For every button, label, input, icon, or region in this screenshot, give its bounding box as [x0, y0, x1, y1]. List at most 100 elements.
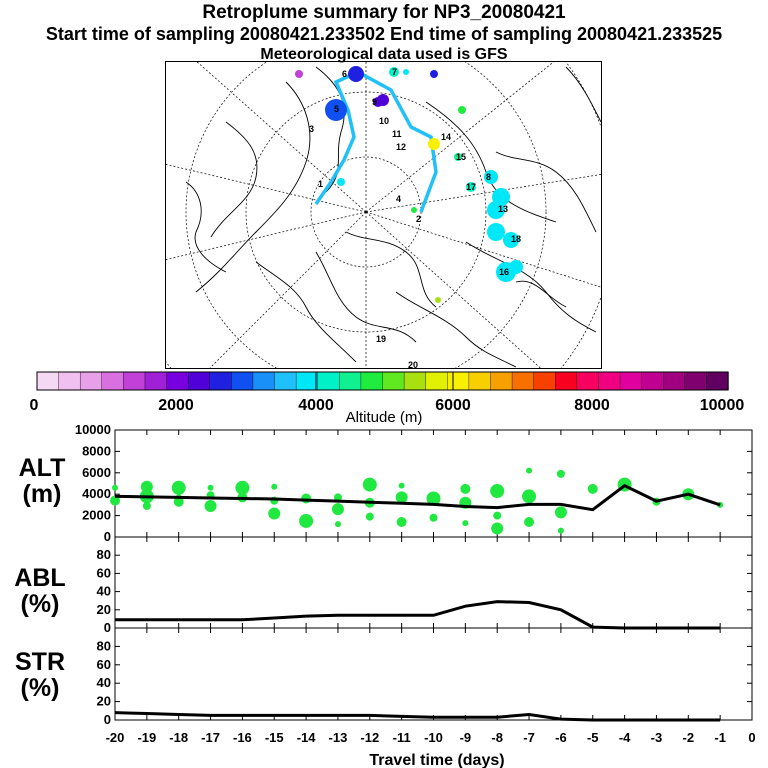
- alt-panel-title: ALT: [19, 454, 66, 482]
- y-tick-label: 0: [104, 620, 111, 635]
- alt-scatter-point: [333, 493, 342, 502]
- x-tick-label: -15: [265, 730, 284, 745]
- sampling-times: Start time of sampling 20080421.233502 E…: [45, 24, 723, 44]
- x-tick-label: -16: [233, 730, 252, 745]
- y-tick-label: 20: [97, 602, 111, 617]
- map-point: [509, 260, 523, 274]
- alt-scatter-point: [140, 480, 153, 493]
- map-point: [428, 138, 440, 150]
- alt-scatter-point: [587, 483, 598, 494]
- x-tick-label: -1: [714, 730, 726, 745]
- alt-scatter-point: [173, 496, 184, 507]
- x-tick-label: -14: [297, 730, 317, 745]
- alt-scatter-point: [426, 491, 441, 506]
- x-tick-label: -11: [393, 730, 411, 745]
- map-day-label: 12: [396, 142, 406, 152]
- x-tick-label: -6: [555, 730, 567, 745]
- alt-scatter-point: [526, 467, 533, 474]
- map-point: [487, 201, 505, 219]
- alt-scatter-point: [396, 517, 407, 528]
- colorbar-cells: [36, 371, 729, 391]
- map-day-label: 15: [456, 152, 466, 162]
- x-tick-label: -8: [491, 730, 503, 745]
- panel-frame: [114, 627, 753, 721]
- y-tick-label: 2000: [82, 508, 111, 523]
- x-tick-label: -12: [360, 730, 379, 745]
- alt-scatter-point: [110, 495, 120, 506]
- map-day-label: 14: [441, 132, 451, 142]
- alt-scatter-point: [204, 499, 217, 512]
- map-graticule: [166, 62, 601, 368]
- x-tick-label: -19: [137, 730, 156, 745]
- y-tick-label: 80: [97, 638, 111, 653]
- x-axis-title: Travel time (days): [369, 752, 504, 768]
- colorbar-tick: 10000: [700, 397, 745, 414]
- map-point: [377, 94, 389, 106]
- y-tick-label: 40: [97, 584, 111, 599]
- map-point: [466, 182, 476, 192]
- alt-scatter-point: [268, 507, 281, 520]
- colorbar-frame: [36, 371, 729, 391]
- y-tick-label: 0: [104, 712, 111, 727]
- alt-scatter-point: [490, 483, 505, 498]
- alt-scatter-point: [331, 503, 344, 516]
- map-day-label: 2: [416, 214, 421, 224]
- day-labels: 1 2 3 4 5 6 7 8 9 10 11 12 13 14 15 16 1…: [309, 67, 521, 369]
- map-day-label: 4: [396, 194, 401, 204]
- map-day-label: 20: [408, 360, 418, 369]
- x-tick-label: -20: [106, 730, 125, 745]
- map-point: [337, 178, 345, 186]
- alt-scatter-point: [522, 489, 537, 504]
- alt-scatter-point: [112, 484, 118, 491]
- alt-scatter-point: [398, 482, 405, 489]
- map-point: [454, 153, 462, 161]
- altitude-colorbar: 0 2000 4000 6000 8000 10000 Altitude (m): [30, 371, 745, 425]
- alt-scatter-point: [493, 511, 502, 520]
- y-tick-label: 40: [97, 675, 111, 690]
- colorbar-tick: 8000: [574, 397, 610, 414]
- alt-scatter-point: [362, 477, 377, 492]
- abl-panel-unit: (%): [21, 590, 60, 618]
- alt-median-line: [114, 483, 721, 512]
- alt-scatter-point: [395, 491, 408, 504]
- colorbar-tick: 6000: [435, 397, 471, 414]
- abl-panel: ABL (%) 0 20 40 60 80: [14, 536, 753, 635]
- map-day-label: 18: [511, 234, 521, 244]
- map-day-label: 13: [498, 204, 508, 214]
- map-day-label: 1: [318, 179, 323, 189]
- alt-panel-unit: (m): [23, 480, 62, 508]
- x-tick-label: -2: [683, 730, 695, 745]
- alt-scatter-point: [460, 483, 471, 494]
- x-tick-label: -9: [460, 730, 472, 745]
- alt-scatter-point: [554, 506, 567, 519]
- abl-panel-title: ABL: [14, 564, 65, 592]
- alt-scatter-point: [334, 521, 341, 528]
- chart-title: Retroplume summary for NP3_20080421: [202, 2, 566, 23]
- map-day-label: 17: [466, 182, 476, 192]
- y-tick-label: 20: [97, 694, 111, 709]
- alt-scatter-point: [171, 480, 186, 495]
- map-point: [458, 106, 466, 114]
- map-day-label: 10: [379, 116, 389, 126]
- map-day-label: 6: [342, 69, 347, 79]
- alt-scatter-point: [429, 513, 438, 522]
- map-point: [430, 70, 438, 78]
- map-day-label: 16: [499, 267, 509, 277]
- y-tick-label: 4000: [82, 486, 111, 501]
- x-tick-label: 0: [748, 730, 755, 745]
- abl-series-line: [115, 600, 721, 630]
- x-tick-label: -17: [201, 730, 220, 745]
- alt-scatter-point: [235, 480, 250, 495]
- str-panel-title: STR: [15, 648, 65, 676]
- map-day-label: 9: [372, 97, 377, 107]
- map-day-label: 7: [392, 67, 397, 77]
- map-canvas: 1 2 3 4 5 6 7 8 9 10 11 12 13 14 15 16 1…: [166, 62, 601, 369]
- x-tick-label: -5: [587, 730, 599, 745]
- y-tick-label: 80: [97, 547, 111, 562]
- x-tick-label: -18: [169, 730, 188, 745]
- x-tick-label: -3: [651, 730, 663, 745]
- y-tick-label: 60: [97, 565, 111, 580]
- map-point: [295, 70, 303, 78]
- alt-scatter-point: [142, 501, 151, 510]
- map-day-label: 5: [334, 104, 339, 114]
